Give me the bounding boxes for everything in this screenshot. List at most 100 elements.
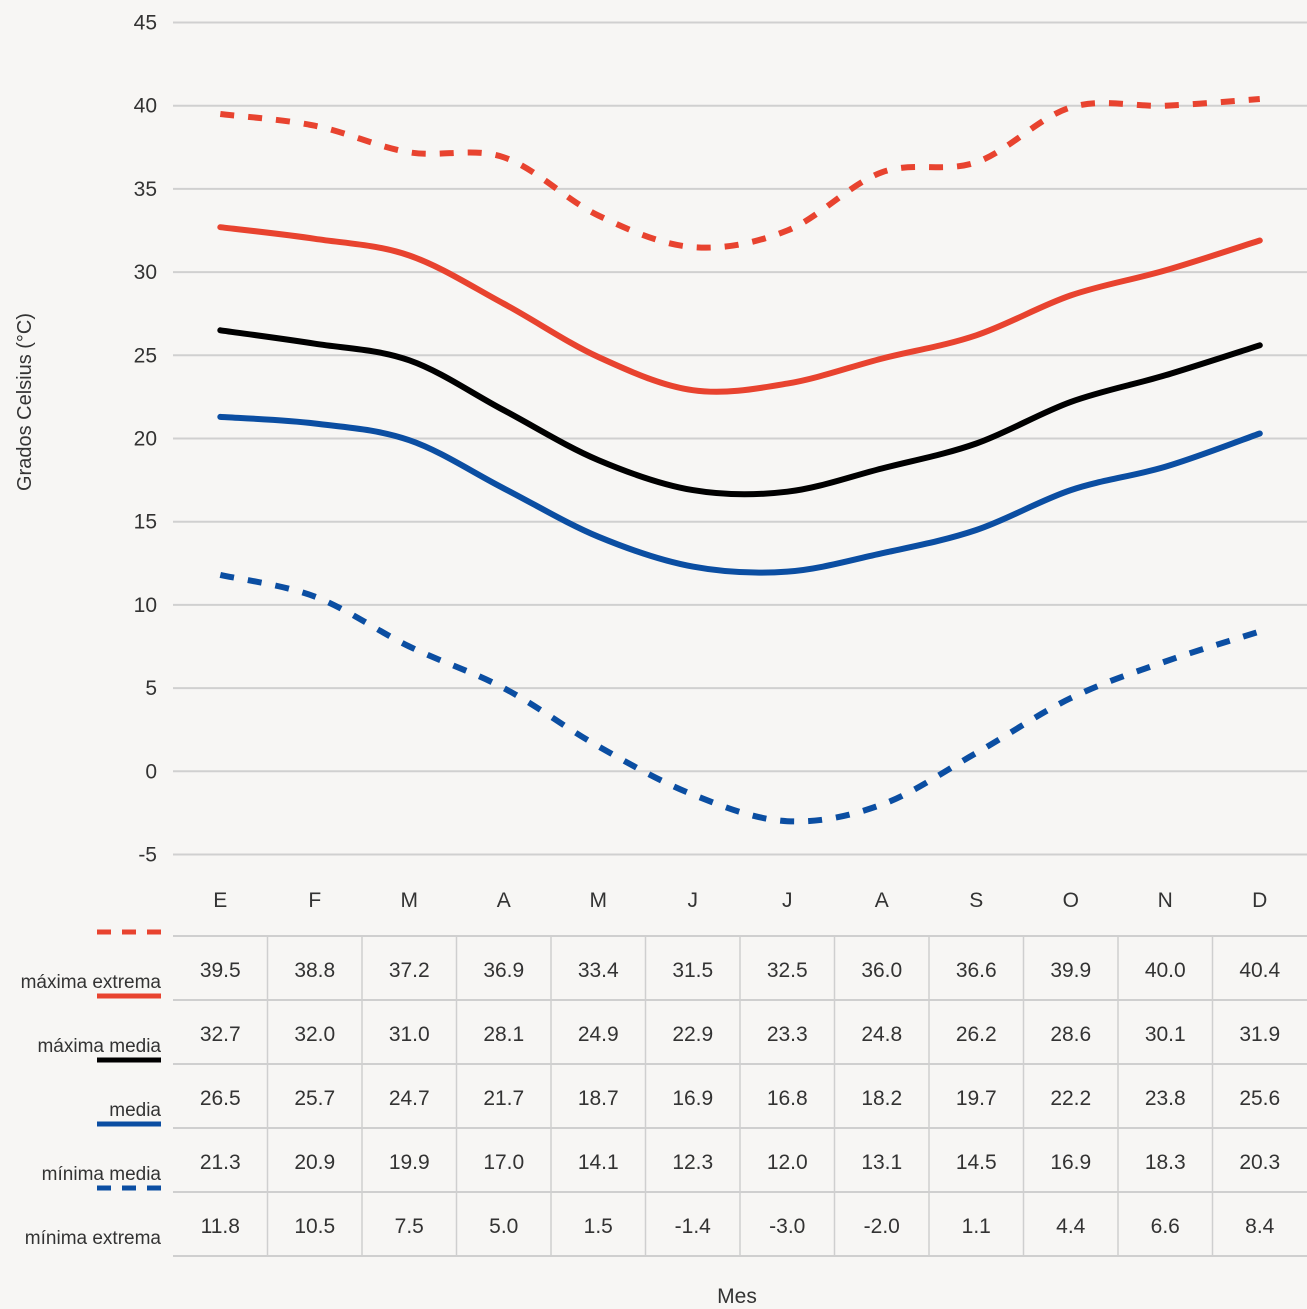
x-tick-label: E bbox=[213, 889, 227, 912]
series-line-0 bbox=[219, 96, 1261, 251]
table-cell: 1.1 bbox=[962, 1215, 991, 1238]
x-tick-label: S bbox=[969, 889, 983, 912]
table-cell: -2.0 bbox=[864, 1215, 900, 1238]
x-tick-label: D bbox=[1252, 889, 1267, 912]
table-cell: 5.0 bbox=[489, 1215, 518, 1238]
y-tick-label: 20 bbox=[134, 428, 157, 451]
table-cell: 28.1 bbox=[483, 1023, 524, 1046]
series-lines bbox=[217, 96, 1263, 825]
legend-label: media bbox=[109, 1100, 161, 1121]
y-tick-labels: -5 0 5 10 15 20 25 30 35 40 45 bbox=[134, 12, 157, 867]
table-cell: 10.5 bbox=[294, 1215, 335, 1238]
table-cell: 21.7 bbox=[483, 1087, 524, 1110]
x-tick-label: J bbox=[782, 889, 793, 912]
table-cell: 23.8 bbox=[1145, 1087, 1186, 1110]
table-cell: 39.9 bbox=[1050, 959, 1091, 982]
x-tick-label: J bbox=[688, 889, 699, 912]
table-cell: 11.8 bbox=[201, 1215, 240, 1238]
table-cell: 24.7 bbox=[389, 1087, 430, 1110]
table-cell: 26.5 bbox=[200, 1087, 241, 1110]
x-tick-label: A bbox=[875, 889, 889, 912]
table-cell: 8.4 bbox=[1245, 1215, 1275, 1238]
legend-label: máxima media bbox=[37, 1036, 161, 1057]
x-tick-label: O bbox=[1063, 889, 1079, 912]
table-cell: 26.2 bbox=[956, 1023, 997, 1046]
table-cell: -3.0 bbox=[769, 1215, 805, 1238]
y-tick-label: 25 bbox=[134, 344, 157, 367]
table-cell: 31.9 bbox=[1239, 1023, 1280, 1046]
y-tick-label: -5 bbox=[138, 844, 157, 867]
table-cell: 14.1 bbox=[578, 1151, 619, 1174]
table-cell: 28.6 bbox=[1050, 1023, 1091, 1046]
table-cell: 6.6 bbox=[1151, 1215, 1180, 1238]
data-table: máxima extrema 39.5 38.8 37.2 36.9 33.4 31.5 32… bbox=[21, 929, 1307, 1257]
y-gridlines bbox=[173, 21, 1307, 856]
table-cell: 13.1 bbox=[861, 1151, 902, 1174]
legend-label: mínima media bbox=[42, 1164, 162, 1185]
table-cell: 30.1 bbox=[1145, 1023, 1186, 1046]
table-cell: 31.0 bbox=[389, 1023, 430, 1046]
y-tick-label: 45 bbox=[134, 12, 157, 35]
table-cell: 37.2 bbox=[389, 959, 430, 982]
table-cell: 7.5 bbox=[395, 1215, 424, 1238]
x-tick-label: F bbox=[308, 889, 321, 912]
y-tick-label: 40 bbox=[134, 95, 157, 118]
x-tick-label: A bbox=[497, 889, 511, 912]
x-axis-label: Mes bbox=[717, 1285, 757, 1308]
table-cell: 16.9 bbox=[1050, 1151, 1091, 1174]
y-tick-label: 10 bbox=[134, 594, 157, 617]
table-cell: 33.4 bbox=[578, 959, 619, 982]
table-cell: 20.9 bbox=[294, 1151, 335, 1174]
x-tick-label: N bbox=[1158, 889, 1173, 912]
table-cell: 12.0 bbox=[767, 1151, 808, 1174]
table-cell: 18.7 bbox=[578, 1087, 619, 1110]
legend-label: mínima extrema bbox=[25, 1228, 162, 1249]
table-cell: 38.8 bbox=[294, 959, 335, 982]
table-cell: -1.4 bbox=[675, 1215, 712, 1238]
y-tick-label: 5 bbox=[145, 677, 157, 700]
table-cell: 23.3 bbox=[767, 1023, 808, 1046]
table-cell: 4.4 bbox=[1056, 1215, 1086, 1238]
table-cell: 14.5 bbox=[956, 1151, 997, 1174]
table-cell: 24.9 bbox=[578, 1023, 619, 1046]
y-tick-label: 30 bbox=[134, 261, 157, 284]
table-cell: 32.7 bbox=[200, 1023, 241, 1046]
table-cell: 12.3 bbox=[672, 1151, 713, 1174]
table-cell: 20.3 bbox=[1239, 1151, 1280, 1174]
series-line-1 bbox=[217, 224, 1263, 395]
table-cell: 1.5 bbox=[584, 1215, 613, 1238]
table-cell: 25.6 bbox=[1239, 1087, 1280, 1110]
series-line-4 bbox=[219, 571, 1261, 825]
table-cell: 17.0 bbox=[483, 1151, 524, 1174]
table-cell: 16.9 bbox=[672, 1087, 713, 1110]
table-cell: 36.6 bbox=[956, 959, 997, 982]
table-cell: 31.5 bbox=[672, 959, 713, 982]
series-line-2 bbox=[217, 327, 1263, 498]
table-cell: 36.0 bbox=[861, 959, 902, 982]
y-tick-label: 0 bbox=[145, 760, 157, 783]
table-cell: 22.2 bbox=[1050, 1087, 1091, 1110]
table-cell: 21.3 bbox=[200, 1151, 241, 1174]
table-cell: 40.4 bbox=[1239, 959, 1280, 982]
y-tick-label: 35 bbox=[134, 178, 157, 201]
table-cell: 24.8 bbox=[861, 1023, 902, 1046]
y-axis-label: Grados Celsius (°C) bbox=[14, 313, 36, 491]
y-tick-label: 15 bbox=[134, 511, 157, 534]
series-line-3 bbox=[217, 413, 1263, 576]
table-cell: 32.5 bbox=[767, 959, 808, 982]
table-cell: 16.8 bbox=[767, 1087, 808, 1110]
table-cell: 18.2 bbox=[861, 1087, 902, 1110]
table-cell: 19.9 bbox=[389, 1151, 430, 1174]
table-cell: 40.0 bbox=[1145, 959, 1186, 982]
table-cell: 19.7 bbox=[956, 1087, 997, 1110]
table-cell: 25.7 bbox=[294, 1087, 335, 1110]
table-cell: 39.5 bbox=[200, 959, 241, 982]
x-tick-label: M bbox=[590, 889, 608, 912]
table-cell: 18.3 bbox=[1145, 1151, 1186, 1174]
table-cell: 32.0 bbox=[294, 1023, 335, 1046]
table-cell: 36.9 bbox=[483, 959, 524, 982]
legend-label: máxima extrema bbox=[21, 972, 162, 993]
x-tick-label: M bbox=[401, 889, 419, 912]
